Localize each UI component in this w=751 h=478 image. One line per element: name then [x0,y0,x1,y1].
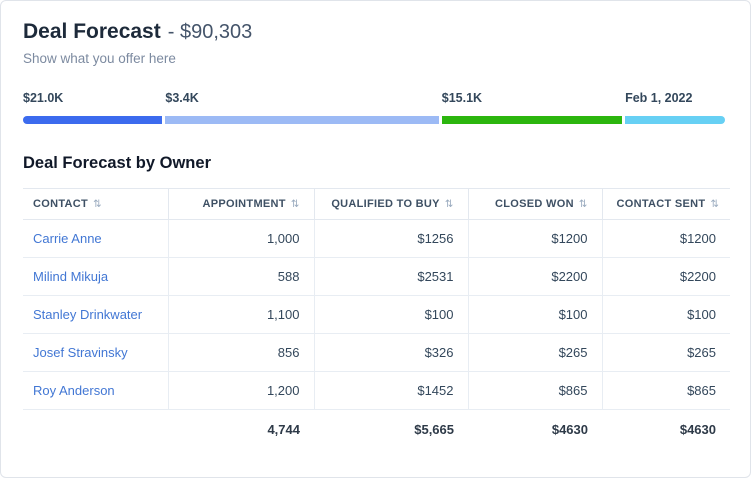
closed-won-cell: $2200 [468,257,603,296]
column-header-contact[interactable]: CONTACT ⇅ [23,188,169,220]
appointment-cell: 588 [168,257,315,296]
progress-label-2: $15.1K [441,91,483,105]
closed-won-cell: $100 [468,295,603,334]
title-amount: - $90,303 [167,21,253,43]
totals-contact-sent: $4630 [679,422,716,437]
contact-link[interactable]: Milind Mikuja [33,269,109,284]
contact-link[interactable]: Stanley Drinkwater [33,307,143,322]
totals-appointment: 4,744 [267,422,300,437]
contact-sent-cell: $100 [602,295,730,334]
column-header-label: CONTACT [33,198,89,210]
sort-icon[interactable]: ⇅ [290,199,300,210]
table-title: Deal Forecast by Owner [23,154,211,172]
contact-sent-cell: $1200 [602,219,730,258]
column-header-closed-won[interactable]: CLOSED WON ⇅ [468,188,603,220]
column-header-qualified-to-buy[interactable]: QUALIFIED TO BUY ⇅ [314,188,469,220]
appointment-cell: 1,000 [168,219,315,258]
progress-segment-1 [165,116,439,124]
forecast-table: CONTACT ⇅ APPOINTMENT ⇅ QUALIFIED TO BUY ⇅ … [23,188,730,449]
sort-icon[interactable]: ⇅ [578,199,588,210]
contact-link[interactable]: Carrie Anne [33,231,102,246]
progress-label-1: $3.4K [165,91,199,105]
contact-link[interactable]: Roy Anderson [33,383,115,398]
progress-labels: $21.0K $3.4K $15.1K Feb 1, 2022 [23,91,728,105]
forecast-progress: $21.0K $3.4K $15.1K Feb 1, 2022 [23,91,728,124]
column-header-label: CLOSED WON [495,198,574,210]
sort-icon[interactable]: ⇅ [93,199,102,210]
qualified-to-buy-cell: $1452 [314,371,469,410]
progress-segment-2 [441,116,623,124]
progress-label-3: Feb 1, 2022 [625,91,693,105]
column-header-label: CONTACT SENT [616,198,706,210]
column-header-contact-sent[interactable]: CONTACT SENT ⇅ [602,188,730,220]
subtitle: Show what you offer here [23,51,176,66]
closed-won-cell: $265 [468,333,603,372]
qualified-to-buy-cell: $100 [314,295,469,334]
qualified-to-buy-cell: $326 [314,333,469,372]
closed-won-cell: $865 [468,371,603,410]
sort-icon[interactable]: ⇅ [444,199,454,210]
progress-segment-3 [625,116,725,124]
qualified-to-buy-cell: $2531 [314,257,469,296]
contact-sent-cell: $265 [602,333,730,372]
progress-label-0: $21.0K [23,91,64,105]
totals-empty-cell [23,410,168,450]
column-header-appointment[interactable]: APPOINTMENT ⇅ [168,188,315,220]
contact-sent-cell: $865 [602,371,730,410]
appointment-cell: 1,200 [168,371,315,410]
qualified-to-buy-cell: $1256 [314,219,469,258]
table-row: Milind Mikuja 588 $2531 $2200 $2200 [23,257,730,296]
table-row: Stanley Drinkwater 1,100 $100 $100 $100 [23,295,730,334]
table-row: Josef Stravinsky 856 $326 $265 $265 [23,333,730,372]
table-row: Roy Anderson 1,200 $1452 $865 $865 [23,371,730,410]
contact-link[interactable]: Josef Stravinsky [33,345,128,360]
table-header-row: CONTACT ⇅ APPOINTMENT ⇅ QUALIFIED TO BUY ⇅ … [23,188,730,220]
table-row: Carrie Anne 1,000 $1256 $1200 $1200 [23,219,730,258]
totals-closed-won: $4630 [551,422,588,437]
column-header-label: QUALIFIED TO BUY [331,198,440,210]
totals-qualified-to-buy: $5,665 [414,422,454,437]
progress-segment-0 [23,116,163,124]
closed-won-cell: $1200 [468,219,603,258]
contact-sent-cell: $2200 [602,257,730,296]
sort-icon[interactable]: ⇅ [710,199,720,210]
page-title: Deal Forecast [23,20,161,43]
appointment-cell: 1,100 [168,295,315,334]
report-header: Deal Forecast - $90,303 Show what you of… [1,1,750,66]
appointment-cell: 856 [168,333,315,372]
column-header-label: APPOINTMENT [202,198,286,210]
progress-bar [23,116,728,124]
totals-row: 4,744 $5,665 $4630 $4630 [23,410,730,450]
